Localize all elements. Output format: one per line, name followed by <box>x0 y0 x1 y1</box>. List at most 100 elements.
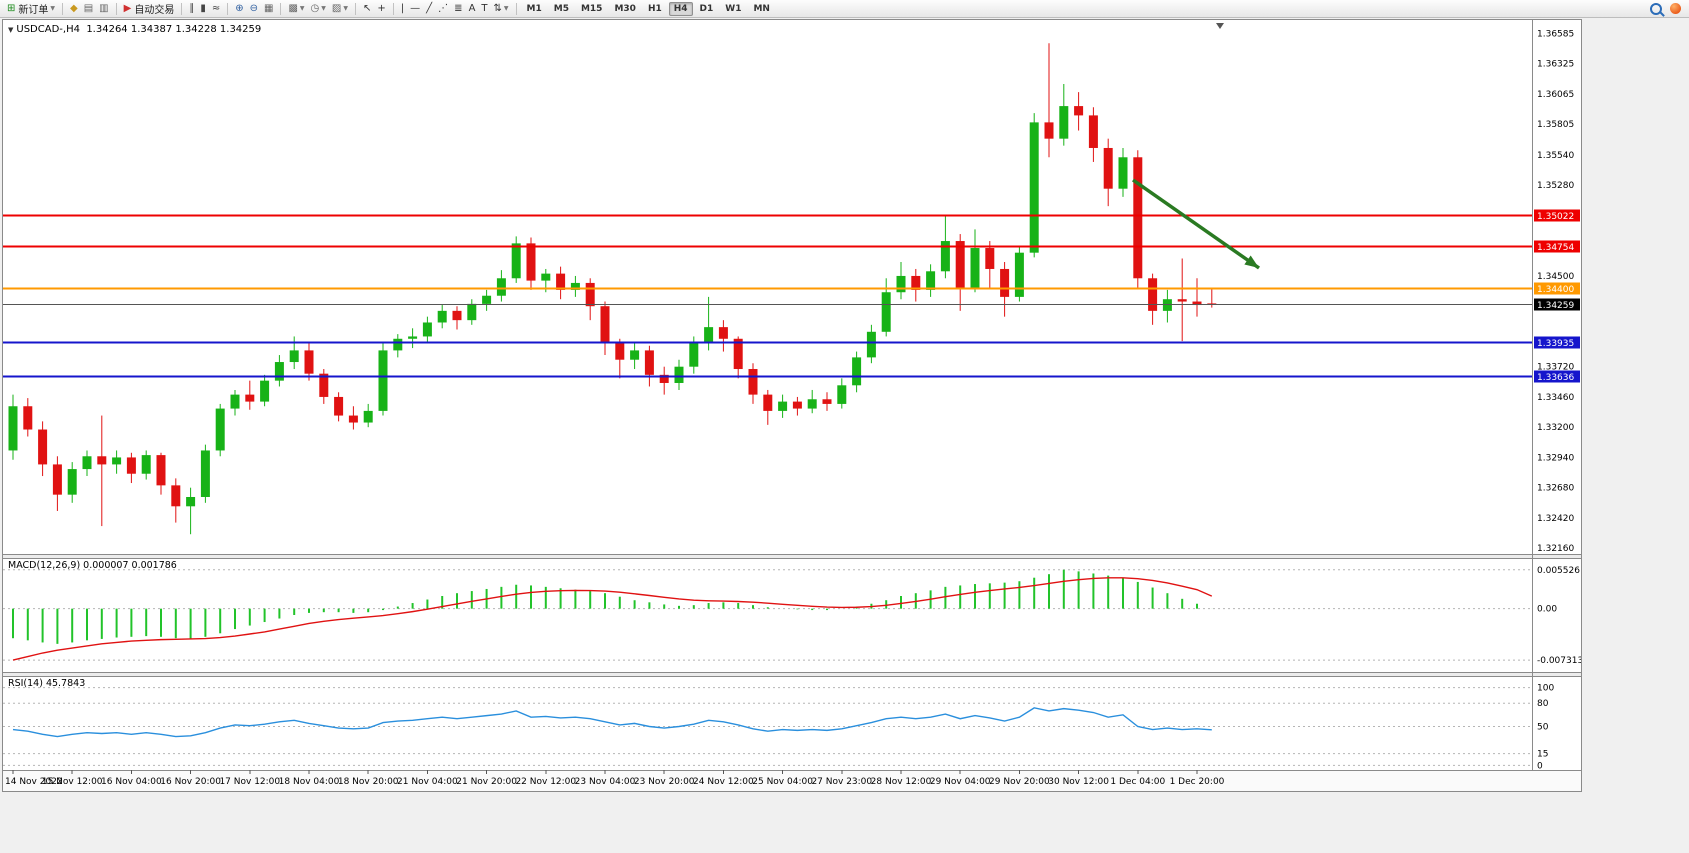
one-click-trading-toggle[interactable]: ▼ <box>8 26 14 34</box>
toolbar-separator <box>354 2 356 15</box>
new-chart-icon[interactable]: ▩ ▼ <box>285 0 307 17</box>
candle-body <box>260 380 270 402</box>
price-level-badge <box>1534 336 1580 349</box>
cursor-icon: ↖ <box>362 2 372 14</box>
chevron-down-icon: ▼ <box>321 5 326 12</box>
timeframe-h1[interactable]: H1 <box>647 3 662 14</box>
candle-body <box>556 273 566 290</box>
candle-body <box>67 469 77 495</box>
rsi-axis-label: 50 <box>1537 722 1549 732</box>
price-level-badge-text: 1.33636 <box>1537 373 1574 383</box>
fibonacci-icon[interactable]: ≣ <box>451 0 465 17</box>
search-icon[interactable] <box>1650 2 1662 15</box>
chevron-down-icon: ▼ <box>343 5 348 12</box>
auto-trading-button[interactable]: ▶ 自动交易 <box>121 0 178 17</box>
charts-profile-icon: ◆ <box>70 2 78 14</box>
text-label-icon[interactable]: T <box>478 0 490 17</box>
chevron-down-icon: ▼ <box>503 5 509 12</box>
price-axis-label: 1.32160 <box>1537 544 1574 554</box>
timeframe-mn[interactable]: MN <box>753 3 770 14</box>
arrow-objects-icon[interactable]: ⇅ ▼ <box>491 0 512 17</box>
auto-trading-button-label: 自动交易 <box>134 5 175 16</box>
period-selector-icon[interactable]: ◷ ▼ <box>308 0 329 17</box>
candle-body <box>585 282 595 307</box>
candle-body <box>822 399 832 404</box>
candle-body <box>630 350 640 360</box>
toolbar-right-icons <box>1650 2 1685 15</box>
candle-body <box>378 350 388 411</box>
time-axis[interactable] <box>3 771 1581 791</box>
price-axis-label: 1.32420 <box>1537 514 1574 524</box>
time-axis-label: 16 Nov 04:00 <box>101 777 162 787</box>
channel-icon[interactable]: ⋰ <box>435 0 451 17</box>
candle-body <box>1000 268 1010 297</box>
candle-body <box>1162 299 1172 311</box>
chart-canvas[interactable]: 1.35022 1.34754 1.34400 1.33935 1.33636 1.342… <box>3 20 1581 791</box>
candle-body <box>171 485 181 507</box>
time-axis-label: 15 Nov 12:00 <box>42 777 103 787</box>
panel-divider[interactable] <box>3 672 1581 676</box>
template-icon[interactable]: ▨ ▼ <box>329 0 351 17</box>
candle-body <box>1044 122 1054 139</box>
horizontal-line-icon[interactable]: — <box>407 0 423 17</box>
data-window-icon[interactable]: ▤ <box>81 0 96 17</box>
charts-profile-icon[interactable]: ◆ <box>67 0 81 17</box>
chart-window[interactable]: 1.35022 1.34754 1.34400 1.33935 1.33636 1.342… <box>2 19 1582 792</box>
candle-body <box>1014 252 1024 297</box>
candle-body <box>615 343 625 360</box>
vertical-line-icon[interactable]: | <box>398 0 407 17</box>
candle-body <box>541 273 551 281</box>
price-axis-label: 1.35280 <box>1537 181 1574 191</box>
crosshair-icon: + <box>377 2 386 14</box>
cursor-icon[interactable]: ↖ <box>360 0 374 17</box>
rsi-axis-label: 15 <box>1537 750 1548 760</box>
candle-body <box>1074 106 1084 116</box>
price-axis-label: 1.36325 <box>1537 60 1574 70</box>
timeframe-d1[interactable]: D1 <box>699 3 714 14</box>
bar-chart-icon[interactable]: ∥ <box>186 0 197 17</box>
chart-shift-marker[interactable] <box>1216 23 1224 29</box>
timeframe-m15[interactable]: M15 <box>580 3 603 14</box>
toolbar-separator <box>515 2 517 15</box>
price-axis-label: 1.33460 <box>1537 393 1574 403</box>
new-order-button[interactable]: ⊞ 新订单 ▼ <box>4 0 58 17</box>
time-axis-label: 18 Nov 04:00 <box>279 777 340 787</box>
tile-windows-icon[interactable]: ▦ <box>261 0 276 17</box>
price-axis-label: 1.36585 <box>1537 29 1574 39</box>
zoom-out-icon[interactable]: ⊖ <box>247 0 261 17</box>
line-chart-icon[interactable]: ≈ <box>209 0 223 17</box>
candle-body <box>837 385 847 404</box>
crosshair-icon[interactable]: + <box>374 0 388 17</box>
timeframe-m30[interactable]: M30 <box>614 3 636 14</box>
zoom-in-icon[interactable]: ⊕ <box>232 0 246 17</box>
time-axis-label: 24 Nov 12:00 <box>693 777 754 787</box>
timeframe-w1[interactable]: W1 <box>725 3 742 14</box>
trend-arrow-head <box>1244 255 1259 268</box>
candle-body <box>1133 157 1143 279</box>
candle-body <box>955 241 965 288</box>
new-order-button: ⊞ <box>7 2 16 14</box>
trend-arrow-annotation[interactable] <box>1131 178 1261 270</box>
channel-icon: ⋰ <box>438 2 449 14</box>
candle-body <box>82 456 92 470</box>
timeframe-m5[interactable]: M5 <box>553 3 569 14</box>
timeframe-m1[interactable]: M1 <box>526 3 542 14</box>
navigator-icon[interactable]: ▥ <box>96 0 111 17</box>
price-level-badge-text: 1.33935 <box>1537 339 1574 349</box>
price-level-badge-text: 1.35022 <box>1537 212 1574 222</box>
alerts-icon[interactable] <box>1670 3 1681 14</box>
candle-body <box>526 243 536 281</box>
candle-body <box>126 457 136 474</box>
candlestick-chart-icon[interactable]: ▮ <box>197 0 209 17</box>
panel-divider[interactable] <box>3 554 1581 558</box>
candle-body <box>23 406 33 430</box>
timeframe-h4[interactable]: H4 <box>668 1 693 16</box>
price-level-badge <box>1534 282 1580 295</box>
toolbar-separator <box>227 2 229 15</box>
candle-body <box>1029 122 1039 253</box>
text-icon[interactable]: A <box>466 0 479 17</box>
candle-body <box>985 248 995 269</box>
trendline-icon[interactable]: ╱ <box>423 0 435 17</box>
time-axis-label: 28 Nov 12:00 <box>871 777 932 787</box>
price-axis-label: 1.33720 <box>1537 363 1574 373</box>
